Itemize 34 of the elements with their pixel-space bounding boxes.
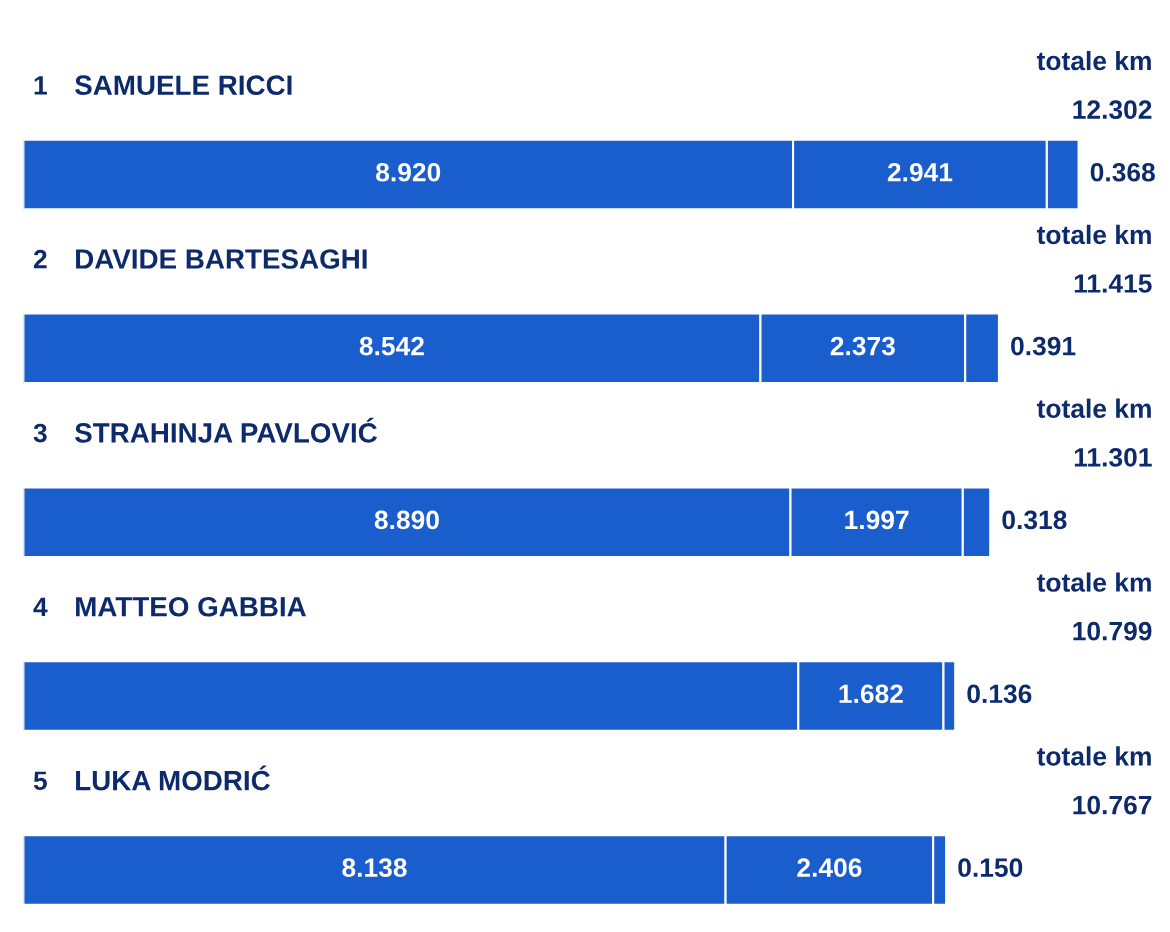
data-label: 1.997 [845,510,909,530]
annotation: 1 [34,76,47,95]
data-label: 1.682 [839,684,903,704]
data-label: 2.941 [887,162,953,182]
annotation: 3 [33,423,47,443]
y-tick-label: STRAHINJA PAVLOVIĆ [75,417,377,443]
data-label: 2.373 [830,336,895,356]
data-label: 0.136 [967,684,1032,704]
y-tick-label: LUKA MODRIĆ [76,765,270,791]
data-label: 0.318 [1002,510,1067,530]
annotation: totale km [1036,746,1151,766]
data-label: 8.542 [359,336,424,356]
annotation: 2 [33,249,47,269]
data-label: 0.368 [1090,162,1155,182]
annotation: totale km [1036,398,1151,419]
data-label: 2.406 [797,858,862,877]
annotation: 11.301 [1074,448,1152,467]
annotation: 5 [33,771,47,791]
annotation: 10.767 [1073,795,1152,815]
annotation: 10.799 [1073,621,1152,641]
y-tick-label: MATTEO GABBIA [76,596,306,617]
data-label: 0.150 [958,858,1023,877]
annotation: 4 [33,597,48,616]
y-tick-label: SAMUELE RICCI [75,75,292,96]
text: totale km [1036,50,1151,71]
data-label: 0.391 [1011,336,1076,356]
y-tick-label: DAVIDE BARTESAGHI [76,249,367,269]
annotation: 11.415 [1074,274,1152,293]
data-label: 8.138 [342,858,407,878]
data-label: 8.920 [376,162,441,182]
annotation: totale km [1036,224,1151,245]
data-label: 8.890 [374,510,439,530]
annotation: totale km [1036,572,1151,592]
annotation: 12.302 [1073,100,1152,120]
